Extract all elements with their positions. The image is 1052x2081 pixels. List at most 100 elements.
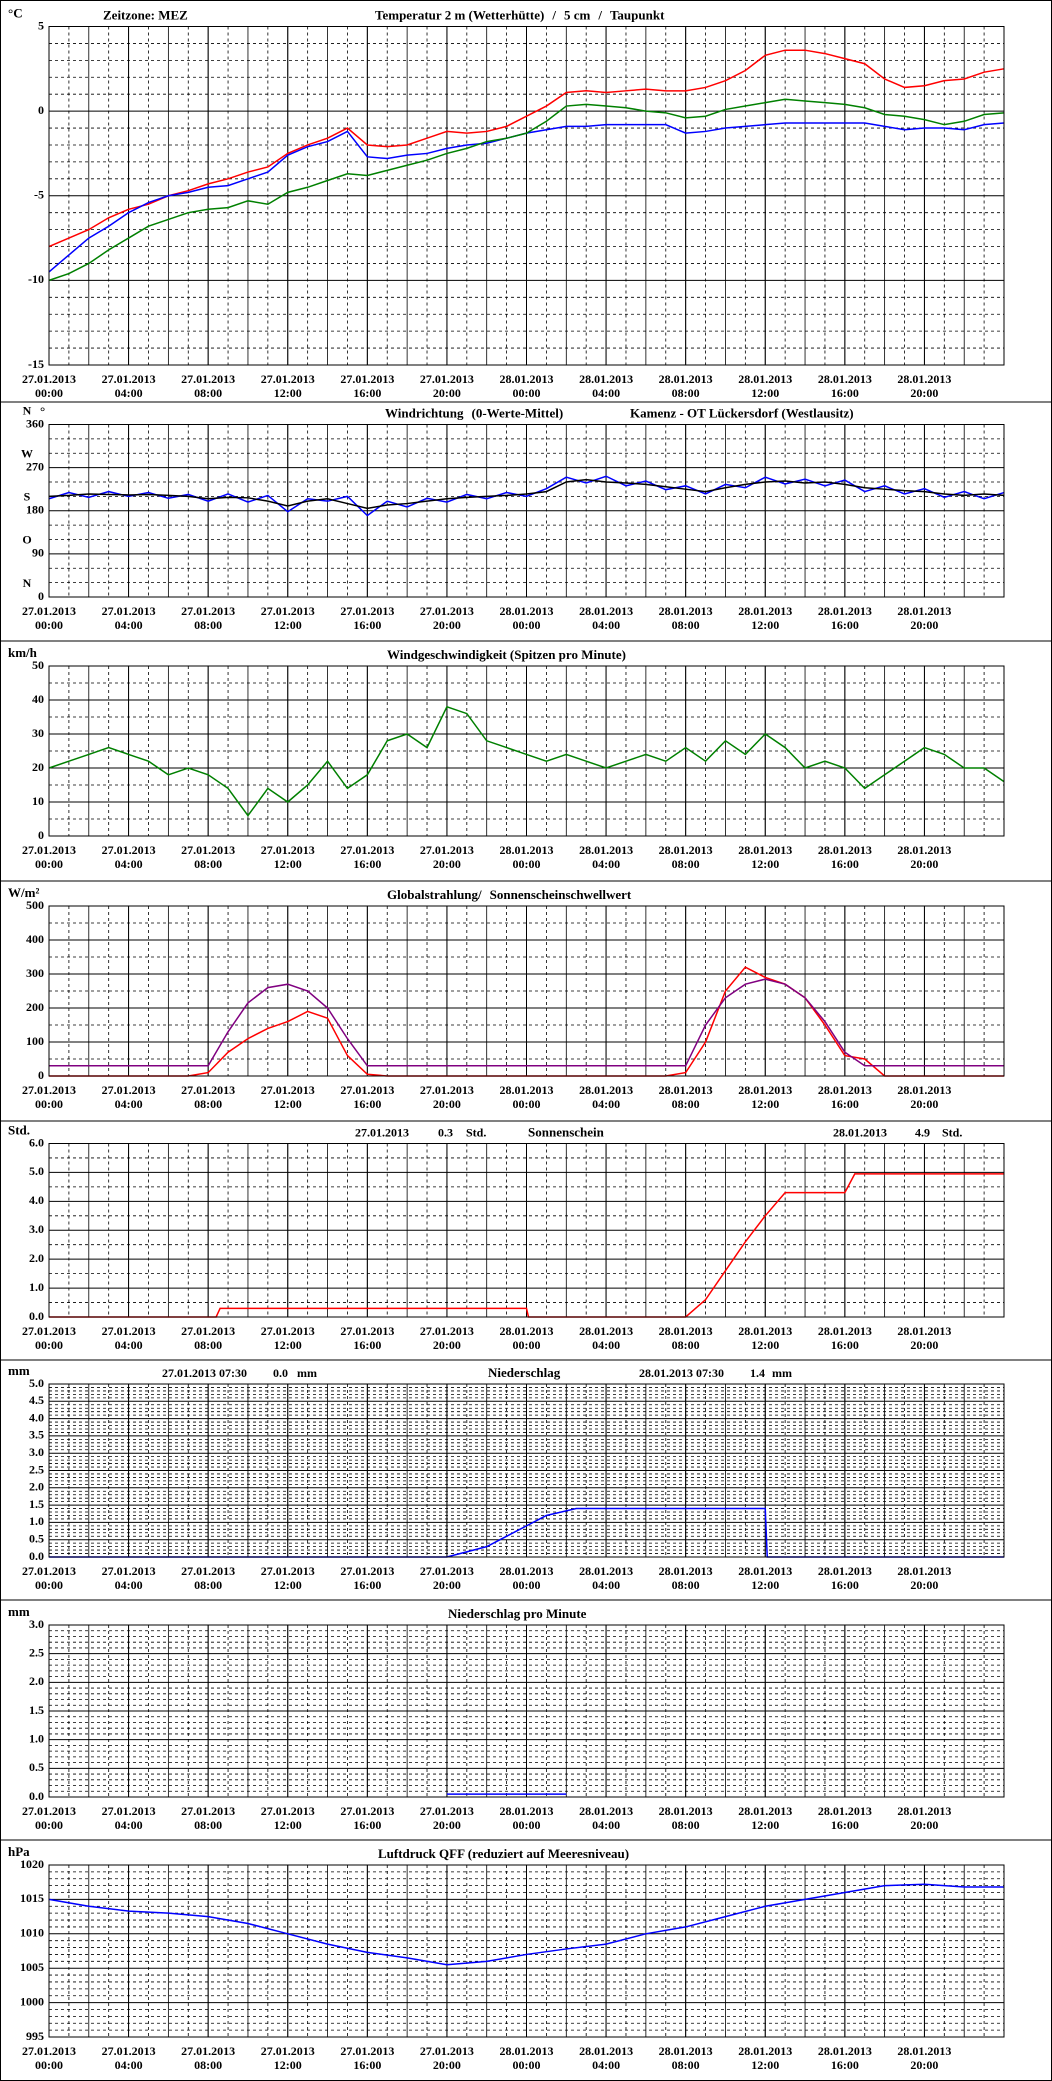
y-tick-label: 400 bbox=[26, 932, 44, 946]
axis-unit: km/h bbox=[8, 645, 38, 660]
axis-unit: ° bbox=[40, 403, 45, 418]
plot-border bbox=[48, 26, 1005, 366]
y-tick-label: 3.0 bbox=[29, 1617, 44, 1631]
y-tick-label: 1.0 bbox=[29, 1514, 44, 1528]
y-tick-label: 4.5 bbox=[29, 1393, 44, 1407]
x-tick-label: 27.01.2013 20:00 bbox=[420, 1083, 474, 1111]
chart-title: Sonnenscheinschwellwert bbox=[490, 887, 632, 902]
x-tick-label: 28.01.2013 20:00 bbox=[897, 2044, 951, 2072]
y-tick-label: 2.0 bbox=[29, 1674, 44, 1688]
y-tick-label: 500 bbox=[26, 898, 44, 912]
x-tick-label: 27.01.2013 20:00 bbox=[420, 1804, 474, 1832]
x-tick-label: 28.01.2013 08:00 bbox=[659, 604, 713, 632]
x-tick-label: 27.01.2013 16:00 bbox=[340, 1083, 394, 1111]
x-tick-label: 28.01.2013 04:00 bbox=[579, 2044, 633, 2072]
timezone: Zeitzone: MEZ bbox=[103, 7, 188, 22]
y-tick-label: -15 bbox=[28, 357, 44, 371]
x-tick-label: 28.01.2013 04:00 bbox=[579, 843, 633, 871]
y-tick-label: 1010 bbox=[20, 1926, 44, 1940]
x-tick-label: 27.01.2013 12:00 bbox=[261, 843, 315, 871]
plot-border bbox=[48, 1624, 1005, 1798]
data-line bbox=[49, 1507, 1004, 1558]
x-tick-label: 27.01.2013 16:00 bbox=[340, 1324, 394, 1352]
x-tick-label: 28.01.2013 04:00 bbox=[579, 1324, 633, 1352]
x-tick-label: 28.01.2013 16:00 bbox=[818, 1083, 872, 1111]
y-tick-label: 0.5 bbox=[29, 1760, 44, 1774]
annotation: 28.01.2013 07:30 bbox=[639, 1366, 724, 1380]
x-tick-label: 27.01.2013 08:00 bbox=[181, 1564, 235, 1592]
y-tick-label: 50 bbox=[32, 658, 44, 672]
x-tick-label: 28.01.2013 04:00 bbox=[579, 1083, 633, 1111]
y-tick-label: 1020 bbox=[20, 1857, 44, 1871]
axis-unit: Std. bbox=[8, 1122, 30, 1137]
x-tick-label: 28.01.2013 20:00 bbox=[897, 372, 951, 400]
y-tick-label: 5.0 bbox=[29, 1164, 44, 1178]
x-tick-label: 28.01.2013 04:00 bbox=[579, 604, 633, 632]
axis-unit: hPa bbox=[8, 1844, 30, 1859]
x-tick-label: 27.01.2013 20:00 bbox=[420, 2044, 474, 2072]
x-tick-label: 28.01.2013 00:00 bbox=[500, 1804, 554, 1832]
y-tick-label: 995 bbox=[26, 2029, 44, 2043]
y-tick-label: 3.5 bbox=[29, 1428, 44, 1442]
annotation: 28.01.2013 bbox=[833, 1125, 887, 1139]
x-tick-label: 27.01.2013 08:00 bbox=[181, 604, 235, 632]
x-tick-label: 28.01.2013 16:00 bbox=[818, 2044, 872, 2072]
data-line bbox=[48, 705, 1005, 817]
y-tick-label: 20 bbox=[32, 760, 44, 774]
compass-label: W bbox=[21, 446, 33, 460]
chart-title: Temperatur 2 m (Wetterhütte) bbox=[375, 7, 544, 22]
chart-title: / bbox=[551, 7, 556, 22]
x-tick-label: 28.01.2013 12:00 bbox=[738, 2044, 792, 2072]
plot-border bbox=[48, 424, 1005, 598]
annotation: mm bbox=[772, 1366, 792, 1380]
y-tick-label: 0 bbox=[38, 828, 44, 842]
plot-border bbox=[48, 1864, 1005, 2038]
annotation: Std. bbox=[942, 1125, 962, 1139]
compass-label: N bbox=[23, 403, 32, 417]
x-tick-label: 28.01.2013 00:00 bbox=[500, 1324, 554, 1352]
y-tick-label: 360 bbox=[26, 416, 44, 430]
x-tick-label: 27.01.2013 00:00 bbox=[22, 1564, 76, 1592]
plot-border bbox=[48, 1383, 1005, 1558]
x-tick-label: 27.01.2013 00:00 bbox=[22, 2044, 76, 2072]
x-tick-label: 28.01.2013 04:00 bbox=[579, 1804, 633, 1832]
chart-title: Sonnenschein bbox=[528, 1124, 605, 1139]
chart-title: Taupunkt bbox=[610, 7, 665, 22]
x-tick-label: 27.01.2013 08:00 bbox=[181, 1804, 235, 1832]
y-tick-label: 300 bbox=[26, 966, 44, 980]
x-tick-label: 27.01.2013 12:00 bbox=[261, 1324, 315, 1352]
data-line bbox=[48, 1883, 1004, 1966]
data-line bbox=[48, 475, 1005, 517]
x-tick-label: 27.01.2013 20:00 bbox=[420, 372, 474, 400]
x-tick-label: 28.01.2013 12:00 bbox=[738, 843, 792, 871]
y-tick-label: 2.0 bbox=[29, 1480, 44, 1494]
data-line bbox=[49, 978, 1004, 1067]
y-tick-label: 180 bbox=[26, 503, 44, 517]
compass-label: N bbox=[23, 576, 32, 590]
x-tick-label: 28.01.2013 00:00 bbox=[500, 604, 554, 632]
x-tick-label: 28.01.2013 12:00 bbox=[738, 1324, 792, 1352]
y-tick-label: 4.0 bbox=[29, 1410, 44, 1424]
chart-title: Windgeschwindigkeit (Spitzen pro Minute) bbox=[387, 647, 626, 662]
x-tick-label: 28.01.2013 16:00 bbox=[818, 372, 872, 400]
x-tick-label: 27.01.2013 04:00 bbox=[102, 1324, 156, 1352]
y-tick-label: 0 bbox=[38, 589, 44, 603]
y-tick-label: 4.0 bbox=[29, 1193, 44, 1207]
y-tick-label: 1.5 bbox=[29, 1497, 44, 1511]
x-tick-label: 27.01.2013 08:00 bbox=[181, 372, 235, 400]
x-tick-label: 28.01.2013 16:00 bbox=[818, 843, 872, 871]
x-tick-label: 28.01.2013 20:00 bbox=[897, 1804, 951, 1832]
x-tick-label: 27.01.2013 20:00 bbox=[420, 843, 474, 871]
x-tick-label: 28.01.2013 20:00 bbox=[897, 843, 951, 871]
annotation: 4.9 bbox=[915, 1125, 930, 1139]
chart-title: Globalstrahlung/ bbox=[387, 887, 482, 902]
x-tick-label: 28.01.2013 16:00 bbox=[818, 1324, 872, 1352]
x-tick-label: 28.01.2013 12:00 bbox=[738, 1804, 792, 1832]
x-tick-label: 27.01.2013 08:00 bbox=[181, 1083, 235, 1111]
x-tick-label: 28.01.2013 00:00 bbox=[500, 372, 554, 400]
chart-title: Niederschlag bbox=[488, 1365, 561, 1380]
annotation: Std. bbox=[466, 1125, 486, 1139]
y-tick-label: 0.0 bbox=[29, 1549, 44, 1563]
x-tick-label: 27.01.2013 12:00 bbox=[261, 2044, 315, 2072]
x-tick-label: 28.01.2013 08:00 bbox=[659, 1564, 713, 1592]
